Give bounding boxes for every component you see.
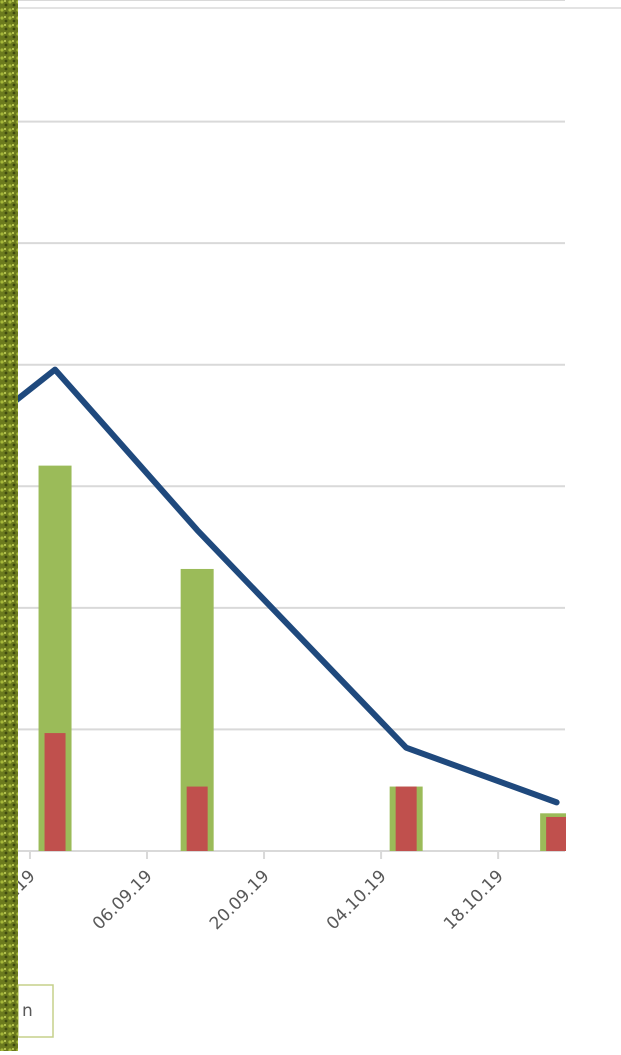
- legend-box: [17, 984, 54, 1038]
- bar: [186, 786, 208, 851]
- x-tick-label: 20.09.19: [206, 866, 274, 934]
- legend-text: n: [22, 1001, 33, 1021]
- bar: [546, 816, 566, 851]
- bar: [395, 786, 417, 851]
- bar: [44, 733, 66, 851]
- x-tick-label: 06.09.19: [89, 866, 157, 934]
- x-tick-label: 18.10.19: [440, 866, 508, 934]
- background-strip: [0, 0, 18, 1051]
- line-series: [18, 366, 560, 806]
- x-tick-label: 04.10.19: [323, 866, 391, 934]
